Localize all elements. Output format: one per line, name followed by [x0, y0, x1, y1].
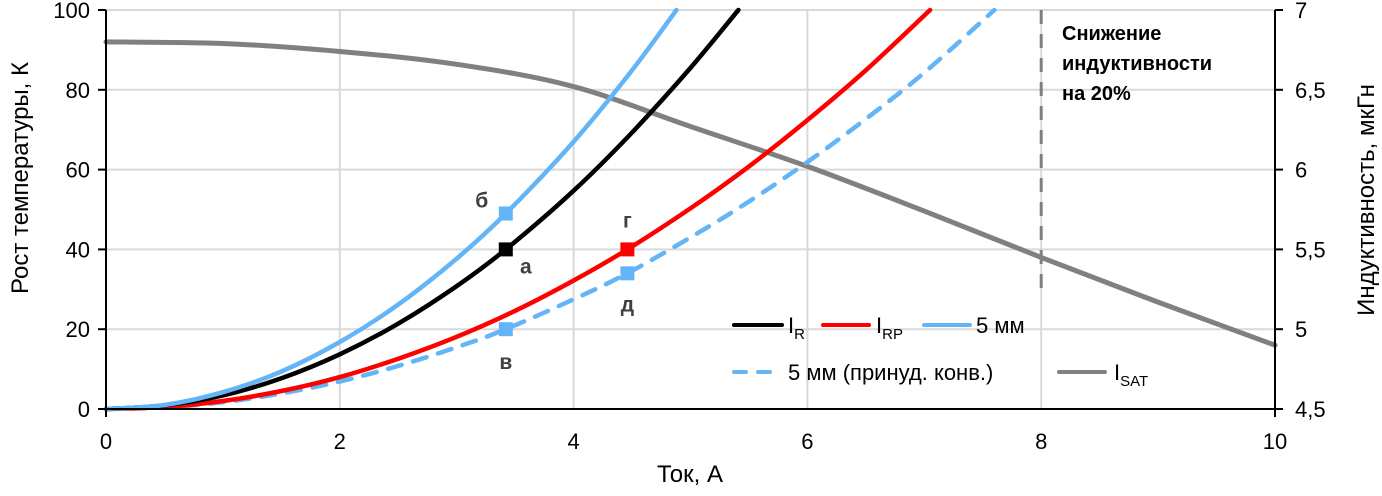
- data-marker-label: г: [623, 209, 632, 232]
- annotation-line-2: индуктивности: [1062, 53, 1212, 75]
- markers-group: а б в г д: [475, 189, 635, 374]
- x-tick-label: 0: [100, 429, 112, 454]
- x-tick-label: 10: [1263, 429, 1287, 454]
- annotation-line-1: Снижение: [1062, 23, 1161, 45]
- data-marker: [498, 322, 513, 337]
- axes: 0 20 40 60 80 100 4,5 5 5,5 6 6,5 7 0 2 4 6 8 10: [53, 0, 1325, 454]
- y2-tick-label: 7: [1295, 0, 1307, 23]
- legend: IR IRP 5 мм 5 мм (принуд. конв.) ISAT: [732, 313, 1148, 390]
- series-line-5mm: [103, 7, 679, 412]
- x-tick-label: 4: [567, 429, 579, 454]
- series-group: [103, 7, 1278, 412]
- legend-label-5mm: 5 мм: [976, 313, 1025, 338]
- data-marker: [498, 242, 513, 257]
- x-tick-label: 2: [334, 429, 346, 454]
- y-axis-label: Рост температуры, К: [7, 62, 34, 294]
- series-line-isat: [103, 39, 1278, 348]
- y-tick-label: 20: [66, 317, 90, 342]
- y-tick-label: 40: [66, 237, 90, 262]
- y2-tick-label: 6,5: [1295, 78, 1326, 103]
- y2-tick-label: 4,5: [1295, 397, 1326, 422]
- data-marker-label: д: [621, 293, 634, 316]
- data-marker: [620, 266, 635, 281]
- y2-tick-label: 5,5: [1295, 237, 1326, 262]
- legend-label-5mm-forced: 5 мм (принуд. конв.): [788, 360, 993, 385]
- data-marker: [498, 206, 513, 221]
- y-tick-label: 80: [66, 78, 90, 103]
- y-tick-label: 60: [66, 158, 90, 183]
- series-line-irp: [103, 7, 933, 412]
- x-axis-label: Ток, А: [657, 461, 723, 488]
- x-tick-label: 8: [1035, 429, 1047, 454]
- data-marker-label: в: [499, 351, 512, 374]
- y2-axis-label: Индуктивность, мкГн: [1353, 84, 1380, 316]
- legend-label-irp: IRP: [876, 313, 903, 343]
- data-marker-label: а: [520, 255, 532, 278]
- legend-label-ir: IR: [788, 313, 805, 343]
- y2-tick-label: 5: [1295, 317, 1307, 342]
- legend-label-isat: ISAT: [1114, 360, 1148, 390]
- annotation-line-3: на 20%: [1062, 83, 1131, 105]
- x-tick-label: 6: [801, 429, 813, 454]
- y-tick-label: 100: [53, 0, 90, 23]
- annotation: Снижение индуктивности на 20%: [1062, 23, 1212, 105]
- data-marker: [620, 242, 635, 257]
- y2-tick-label: 6: [1295, 158, 1307, 183]
- series-line-ir: [103, 7, 741, 412]
- data-marker-label: б: [475, 189, 488, 212]
- y-tick-label: 0: [78, 397, 90, 422]
- grid-lines: [106, 9, 1275, 409]
